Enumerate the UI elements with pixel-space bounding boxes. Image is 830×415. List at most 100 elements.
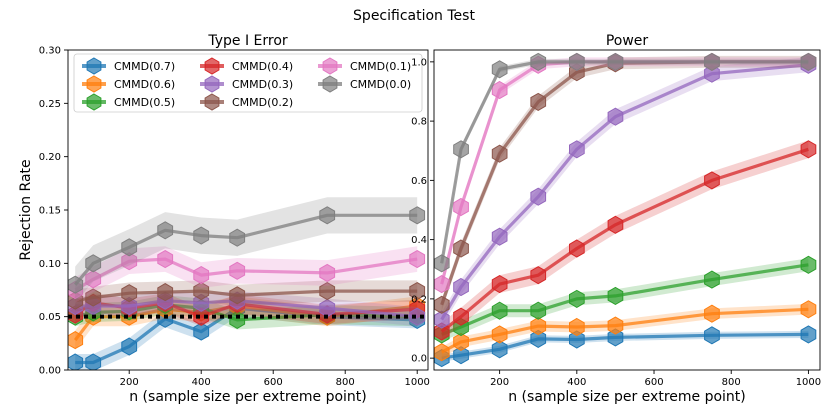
- data-point: [491, 301, 508, 320]
- data-point: [704, 326, 720, 345]
- panel-title: Type I Error: [207, 33, 288, 49]
- x-tick-label: 800: [722, 377, 741, 388]
- x-tick-label: 200: [490, 377, 509, 388]
- power-panel: Power 200 400 600 800 1000 0.0 0.2 0.4 0.6 0.8 1.0 n…: [411, 33, 821, 405]
- y-tick-label: 0.30: [39, 46, 61, 57]
- data-point: [68, 331, 84, 350]
- data-point: [319, 206, 336, 225]
- data-point: [704, 64, 720, 83]
- y-tick-label: 0.15: [39, 206, 61, 217]
- legend-marker: [322, 57, 338, 75]
- legend-item-cmmd-0-7: CMMD(0.7): [82, 57, 175, 75]
- data-point: [607, 52, 624, 71]
- data-point: [193, 282, 210, 301]
- data-point: [607, 328, 624, 347]
- data-point: [409, 282, 426, 301]
- axes-frame: [433, 49, 821, 371]
- y-tick-label: 0.4: [411, 235, 427, 246]
- plot-area: [434, 52, 817, 368]
- data-point: [453, 140, 469, 159]
- data-point: [607, 316, 624, 335]
- confidence-band: [75, 197, 418, 303]
- y-tick-label: 1.0: [411, 57, 427, 68]
- data-point: [453, 239, 469, 258]
- data-point: [607, 215, 624, 234]
- y-tick-label: 0.05: [39, 312, 61, 323]
- x-tick-label: 200: [120, 377, 139, 388]
- data-point: [530, 329, 547, 348]
- data-point: [157, 250, 174, 269]
- legend-item-cmmd-0-6: CMMD(0.6): [82, 75, 175, 93]
- data-point: [434, 343, 450, 362]
- data-point: [157, 221, 174, 240]
- data-point: [319, 299, 336, 318]
- y-tick-label: 0.6: [411, 176, 427, 187]
- data-point: [453, 332, 469, 351]
- data-point: [704, 304, 720, 323]
- data-point: [800, 300, 817, 319]
- x-tick-label: 400: [192, 377, 211, 388]
- data-point: [193, 293, 210, 312]
- data-point: [491, 80, 508, 100]
- legend-marker: [86, 57, 102, 75]
- series-cmmd-0-6: [434, 300, 817, 362]
- legend-item-cmmd-0-3: CMMD(0.3): [200, 75, 293, 93]
- y-tick-label: 0.00: [39, 366, 61, 377]
- data-point: [491, 340, 508, 359]
- data-point: [409, 250, 426, 269]
- y-tick-label: 0.2: [411, 294, 427, 305]
- legend-label: CMMD(0.1): [350, 60, 411, 73]
- data-point: [530, 52, 547, 71]
- data-point: [569, 289, 585, 308]
- y-tick-label: 0.10: [39, 259, 61, 270]
- data-point: [569, 239, 585, 258]
- legend-label: CMMD(0.4): [232, 60, 293, 73]
- data-point: [85, 288, 102, 307]
- series-cmmd-0-0: [434, 52, 817, 273]
- legend-marker: [322, 75, 338, 93]
- legend: CMMD(0.7) CMMD(0.6) CMMD(0.5) CMMD(0.4) CMMD…: [73, 53, 423, 113]
- data-point: [530, 301, 547, 320]
- data-point: [530, 317, 547, 336]
- x-tick-label: 1000: [796, 377, 821, 388]
- x-tick-label: 400: [567, 377, 586, 388]
- data-point: [85, 254, 102, 273]
- data-point: [704, 270, 720, 289]
- legend-label: CMMD(0.3): [232, 78, 293, 91]
- data-point: [121, 337, 138, 356]
- y-tick-label: 0.20: [39, 152, 61, 163]
- data-point: [229, 228, 246, 247]
- data-point: [491, 227, 508, 246]
- series-line: [440, 60, 809, 264]
- data-point: [434, 295, 450, 314]
- data-point: [193, 307, 210, 326]
- data-point: [229, 261, 246, 280]
- legend-marker: [86, 93, 102, 111]
- y-tick-label: 0.8: [411, 117, 427, 128]
- data-point: [607, 107, 624, 126]
- figure-suptitle: Specification Test: [353, 8, 475, 24]
- data-point: [491, 144, 508, 163]
- y-tick-label: 0.25: [39, 99, 61, 110]
- legend-item-cmmd-0-1: CMMD(0.1): [318, 57, 411, 75]
- legend-marker: [204, 93, 220, 111]
- legend-item-cmmd-0-0: CMMD(0.0): [318, 75, 411, 93]
- data-point: [530, 266, 547, 285]
- data-point: [453, 346, 469, 365]
- data-point: [491, 275, 508, 294]
- series-cmmd-0-0: [68, 197, 426, 303]
- x-axis-label: n (sample size per extreme point): [129, 389, 367, 405]
- data-point: [530, 92, 547, 111]
- data-point: [85, 353, 102, 370]
- legend-marker: [204, 57, 220, 75]
- x-tick-label: 800: [336, 377, 355, 388]
- legend-label: CMMD(0.5): [114, 96, 175, 109]
- legend-label: CMMD(0.7): [114, 60, 175, 73]
- data-point: [491, 60, 508, 79]
- data-point: [121, 252, 138, 271]
- data-point: [121, 284, 138, 303]
- data-point: [800, 325, 817, 344]
- data-point: [434, 254, 450, 273]
- legend-item-cmmd-0-5: CMMD(0.5): [82, 93, 175, 111]
